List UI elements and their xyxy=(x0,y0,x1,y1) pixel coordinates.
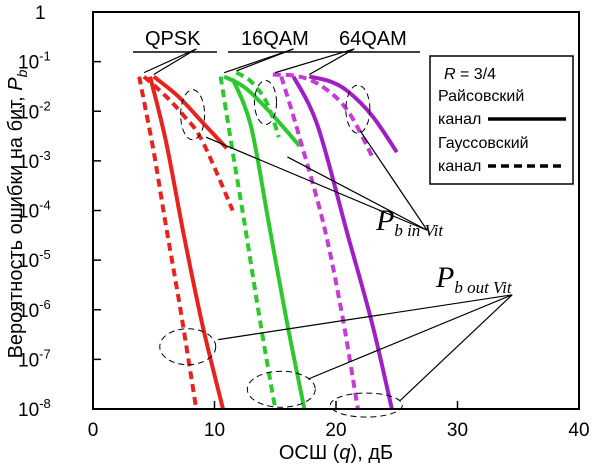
y-tick-label: 10-1 xyxy=(18,49,51,74)
pb-in-vit-pointer xyxy=(359,130,428,231)
label-16qam: 16QAM xyxy=(241,28,309,50)
legend-title: R = 3/4 xyxy=(444,66,496,83)
modulation-pointer-line xyxy=(153,48,197,76)
modulation-pointer-line xyxy=(308,48,355,76)
y-tick-label: 10-3 xyxy=(18,148,51,173)
label-64qam: 64QAM xyxy=(339,28,407,50)
x-tick-label: 30 xyxy=(447,420,468,441)
legend-rice-label-2: канал xyxy=(438,111,481,128)
curve-qpsk-gauss-dashed xyxy=(137,76,199,410)
curve-64qam-rice-solid xyxy=(291,75,394,410)
curve-qpsk-rice-solid xyxy=(152,75,229,150)
x-tick-label: 20 xyxy=(325,420,346,441)
y-axis-label: Вероятность ошибки на бит, Pb xyxy=(5,69,30,358)
legend: R = 3/4 Райсовский канал Гауссовский кан… xyxy=(429,55,574,185)
legend-gauss-label-2: канал xyxy=(438,158,481,175)
y-tick-label: 1 xyxy=(35,3,46,24)
pb-in-vit-pointer xyxy=(205,136,428,231)
curve-16qam-rice-solid xyxy=(230,78,307,410)
curve-qpsk-rice-solid xyxy=(148,76,225,410)
label-qpsk: QPSK xyxy=(145,28,201,50)
ellipse-in-vit-16qam xyxy=(254,80,278,126)
modulation-pointer-line xyxy=(143,48,197,74)
pb-out-vit-pointer xyxy=(307,294,513,380)
x-tick-label: 10 xyxy=(204,420,225,441)
y-tick-label: 10-7 xyxy=(18,346,51,371)
y-tick-label: 10-6 xyxy=(18,297,51,322)
annotation-pb-out-vit: Pb out Vit xyxy=(435,261,513,297)
modulation-labels: QPSK 16QAM 64QAM xyxy=(133,28,420,53)
modulation-pointer-line xyxy=(275,48,355,74)
ellipse-out-vit-64qam xyxy=(329,392,403,418)
pb-out-vit-label: Pb out Vit xyxy=(435,261,513,297)
x-tick-label: 0 xyxy=(88,420,99,441)
curve-64qam-gauss-dashed xyxy=(279,76,360,410)
pb-in-vit-pointer xyxy=(287,156,428,231)
pb-in-vit-label: Pb in Vit xyxy=(375,204,444,240)
legend-rice-label: Райсовский xyxy=(438,88,524,105)
curve-16qam-gauss-dashed xyxy=(218,76,278,410)
y-tick-label: 10-8 xyxy=(18,396,51,421)
ellipse-out-vit-16qam xyxy=(246,370,316,408)
x-tick-label: 40 xyxy=(568,420,589,441)
curve-64qam-rice-solid xyxy=(308,74,399,154)
pb-out-vit-pointer xyxy=(399,294,513,401)
ellipse-out-vit-qpsk xyxy=(159,328,217,366)
annotation-pb-in-vit: Pb in Vit xyxy=(375,204,444,240)
x-axis-ticks: 0 10 20 30 40 xyxy=(88,401,590,441)
y-tick-label: 10-2 xyxy=(18,98,51,123)
y-axis-ticks: 1 10-1 10-2 10-3 10-4 10-5 10-6 10-7 10-8 xyxy=(18,3,101,421)
curve-16qam-gauss-dashed xyxy=(235,70,281,138)
ellipse-in-vit-64qam xyxy=(345,84,371,134)
legend-gauss-label: Гауссовский xyxy=(438,135,529,152)
y-tick-label: 10-5 xyxy=(18,247,51,272)
y-tick-label: 10-4 xyxy=(18,198,51,223)
curve-qpsk-gauss-dashed xyxy=(142,75,235,212)
curve-64qam-gauss-dashed xyxy=(272,72,375,158)
pb-out-vit-pointer xyxy=(218,294,513,341)
data-curves xyxy=(137,70,399,410)
x-axis-label: ОСШ (q), дБ xyxy=(279,442,393,464)
